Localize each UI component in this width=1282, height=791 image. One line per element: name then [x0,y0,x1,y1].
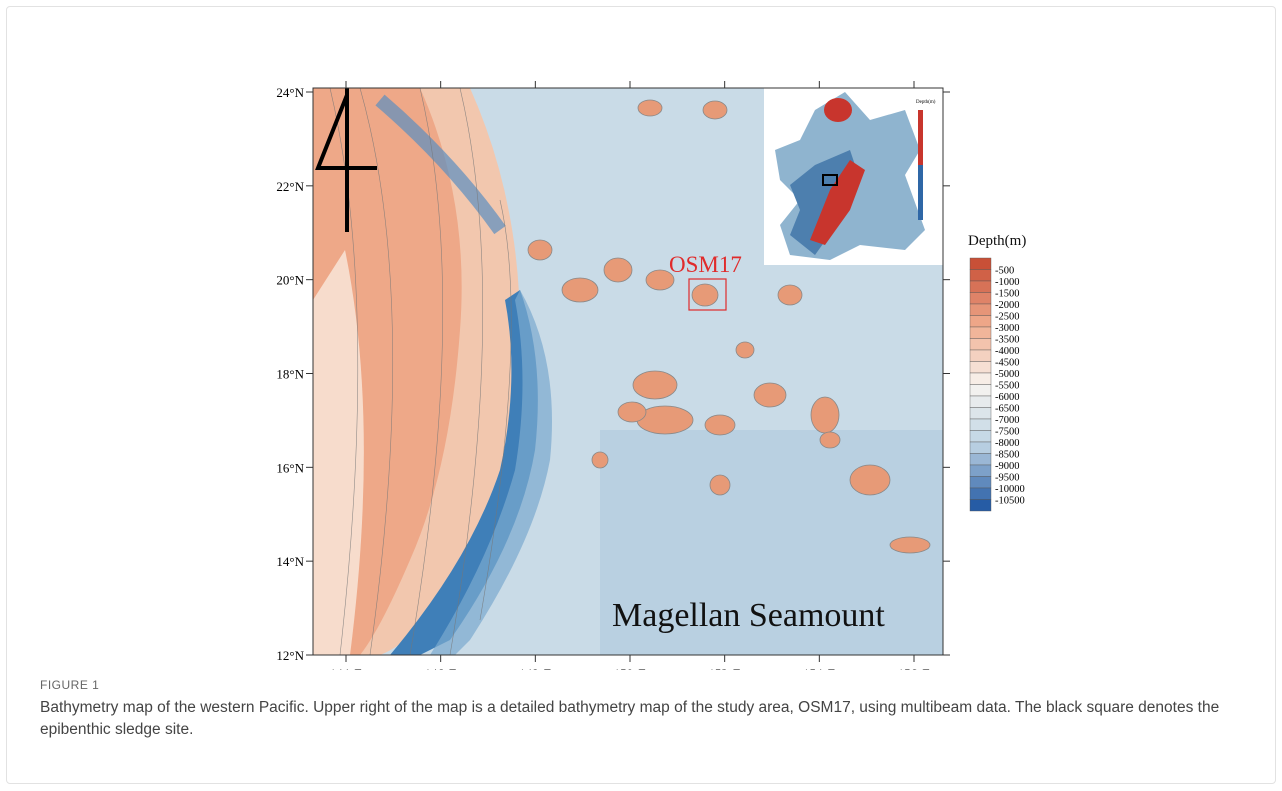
legend-swatch [970,396,991,408]
legend-swatch [970,385,991,397]
legend-swatch [970,488,991,500]
x-tick-label: 156°E [898,666,931,670]
legend-swatch [970,500,991,512]
legend-label: -3000 [995,323,1020,334]
legend-swatch [970,373,991,385]
x-tick-label: 148°E [519,666,552,670]
x-tick-label: 154°E [803,666,836,670]
legend-swatch [970,293,991,305]
x-tick-label: 146°E [424,666,457,670]
legend-label: -9000 [995,461,1020,472]
y-tick-label: 22°N [276,179,304,194]
bathymetry-map: Depth(m) [313,88,945,655]
legend-label: -1500 [995,289,1020,300]
legend-swatch [970,465,991,477]
area-label: Magellan Seamount [612,597,885,634]
site-label: OSM17 [669,252,742,277]
legend-swatch [970,442,991,454]
legend-label: -6000 [995,392,1020,403]
legend-label: -2500 [995,312,1020,323]
y-tick-label: 18°N [276,367,304,382]
legend-swatch [970,350,991,362]
legend-label: -4500 [995,358,1020,369]
legend-label: -7500 [995,427,1020,438]
legend-label: -8000 [995,438,1020,449]
legend-swatch [970,316,991,328]
legend-swatch [970,327,991,339]
legend-label: -10500 [995,496,1025,507]
figure-caption: Bathymetry map of the western Pacific. U… [40,697,1245,741]
legend-label: -7000 [995,415,1020,426]
legend-label: -8500 [995,450,1020,461]
legend-swatch [970,281,991,293]
y-tick-label: 24°N [276,85,304,100]
legend-label: -3500 [995,335,1020,346]
legend-swatch [970,362,991,374]
legend-swatch [970,339,991,351]
y-tick-label: 12°N [276,648,304,663]
legend-swatch [970,454,991,466]
y-tick-label: 14°N [276,554,304,569]
svg-text:Depth(m): Depth(m) [916,100,936,105]
legend-label: -6500 [995,404,1020,415]
legend-swatch [970,258,991,270]
x-tick-label: 150°E [614,666,647,670]
legend-label: -1000 [995,277,1020,288]
legend-swatch [970,408,991,420]
legend-label: -5000 [995,369,1020,380]
legend-title: Depth(m) [968,233,1026,249]
figure-label: FIGURE 1 [40,678,99,692]
y-tick-label: 16°N [276,460,304,475]
legend-swatch [970,270,991,282]
legend-label: -10000 [995,484,1025,495]
legend-swatch [970,419,991,431]
x-tick-label: 144°E [330,666,363,670]
legend-label: -5500 [995,381,1020,392]
legend-swatch [970,477,991,489]
legend-label: -2000 [995,300,1020,311]
x-tick-label: 152°E [708,666,741,670]
legend-swatch [970,304,991,316]
y-tick-label: 20°N [276,273,304,288]
legend-swatch [970,431,991,443]
map-figure: Depth(m) 24°N 22°N 20°N 18°N 16°N 14°N 12°N 144… [0,0,1282,670]
legend-label: -500 [995,266,1014,277]
legend-label: -9500 [995,473,1020,484]
legend-label: -4000 [995,346,1020,357]
page: Depth(m) 24°N 22°N 20°N 18°N 16°N 14°N 12°N 144… [0,0,1282,791]
